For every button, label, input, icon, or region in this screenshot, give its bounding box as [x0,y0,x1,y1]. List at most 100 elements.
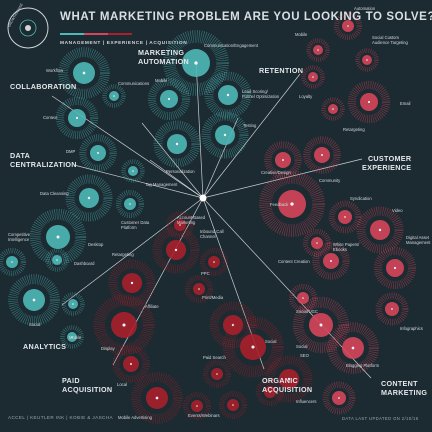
node-feedback-center [290,202,294,206]
node-email-halo [347,80,391,124]
node-cdp-halo [115,189,145,219]
node-cdp [115,189,145,219]
label-inbound-call: Inbound Call Channel [200,229,224,239]
node-data-cleansing-center [87,196,91,200]
node-workflow-halo [58,47,110,99]
label-white-papers: White Papers/ Ebooks [333,242,360,252]
node-content-creation [312,242,350,280]
node-mobile-an [60,325,84,349]
label-events-webinars: Events/Webinars [188,413,220,418]
node-retargeting-paid [108,259,156,307]
label-account-based: Account Based Marketing [177,215,206,225]
node-ppc-halo [199,247,229,277]
node-organic-extra-halo [255,377,285,407]
label-influencers: Influencers [296,399,317,404]
node-retargeting-ret-halo [321,97,345,121]
node-paid-search-center [216,373,218,375]
node-testing [201,111,249,159]
node-email [347,80,391,124]
node-mobile-advertising [182,391,212,421]
node-account-based [165,210,195,240]
label-personalization: Personalization [166,169,195,174]
label-ppc: PPC [201,271,210,276]
category-organic-acquisition: ORGANIC ACQUISITION [262,376,313,394]
node-mobile-advertising-center [196,405,198,407]
node-white-papers [302,228,332,258]
label-video: Video [392,208,403,213]
node-analytics-b-halo [61,292,85,316]
node-print-media-center [198,288,200,290]
nodes [0,11,417,424]
node-competitive-intelligence-center [56,235,60,239]
node-video-halo [356,206,404,254]
node-infographics [375,292,409,326]
node-creative-design-center [282,159,284,161]
label-automation: Automation [354,6,376,11]
node-content-extra-halo [322,381,356,415]
node-feedback [259,171,325,237]
label-social-ugc: Social/UGC [296,309,318,314]
node-loyalty [301,65,325,89]
label-mobile-advertising: Mobile Advertising [118,415,152,420]
node-mobile-ma-center [167,97,171,101]
label-customer-data-platform: Customer Data Platform [121,220,150,230]
category-content-marketing: CONTENT MARKETING [381,379,428,397]
node-inbound-call [152,226,200,274]
node-print-media [184,274,214,304]
node-context-center [75,116,79,120]
label-dashboard: Dashboard [74,261,95,266]
category-analytics: ANALYTICS [23,342,67,351]
label-digital-asset: Digital Asset Management [406,235,431,245]
category-paid-acquisition: PAID ACQUISITION [62,376,113,394]
node-mobile-ma-halo [147,77,191,121]
label-email: Email [400,101,411,106]
node-feedback-halo [259,171,325,237]
node-local-center [155,396,159,400]
node-digital-asset [373,246,417,290]
node-analytics-a-halo [8,274,60,326]
spoke-9 [141,122,204,199]
node-inbound-call-center [174,248,178,252]
node-influencers-halo [265,355,313,403]
node-workflow [58,47,110,99]
node-personalization-halo [153,120,201,168]
node-paid-search-halo [202,359,232,389]
node-mobile-an-halo [60,325,84,349]
node-mobile-ret-center [317,49,319,51]
node-retargeting-paid-halo [108,259,156,307]
label-syndication: Syndication [350,196,372,201]
node-desktop-center [11,261,13,263]
node-competitive-intelligence [29,208,87,266]
node-retargeting-ret [321,97,345,121]
node-competitive-intelligence-halo [29,208,87,266]
node-mobile-ret [306,38,330,62]
node-infographics-halo [375,292,409,326]
node-workflow-center [82,71,86,75]
node-dmp-halo [79,134,117,172]
node-social-ugc [292,296,350,354]
node-seo-center [251,345,255,349]
node-analytics-b-center [72,303,74,305]
node-social-content-halo [288,283,318,313]
node-white-papers-halo [302,228,332,258]
node-lead-scoring [204,71,252,119]
node-inbound-call-halo [152,226,200,274]
label-lead-scoring: Lead Scoring/ Funnel Optimization [242,89,280,99]
node-community [303,136,341,174]
node-account-based-halo [165,210,195,240]
label-local: Local [117,382,128,387]
spoke-5 [61,197,204,306]
node-desktop [0,247,27,277]
node-automation-center [347,25,349,27]
node-mobile-advertising-halo [182,391,212,421]
node-print-media-halo [184,274,214,304]
node-account-based-center [179,224,181,226]
node-ppc [199,247,229,277]
node-content-creation-center [330,260,332,262]
node-events-webinars-center [232,404,234,406]
node-dmp-center [97,152,99,154]
node-syndication-center [344,216,346,218]
node-automation [333,11,363,41]
node-communication-engagement-halo [163,30,229,96]
